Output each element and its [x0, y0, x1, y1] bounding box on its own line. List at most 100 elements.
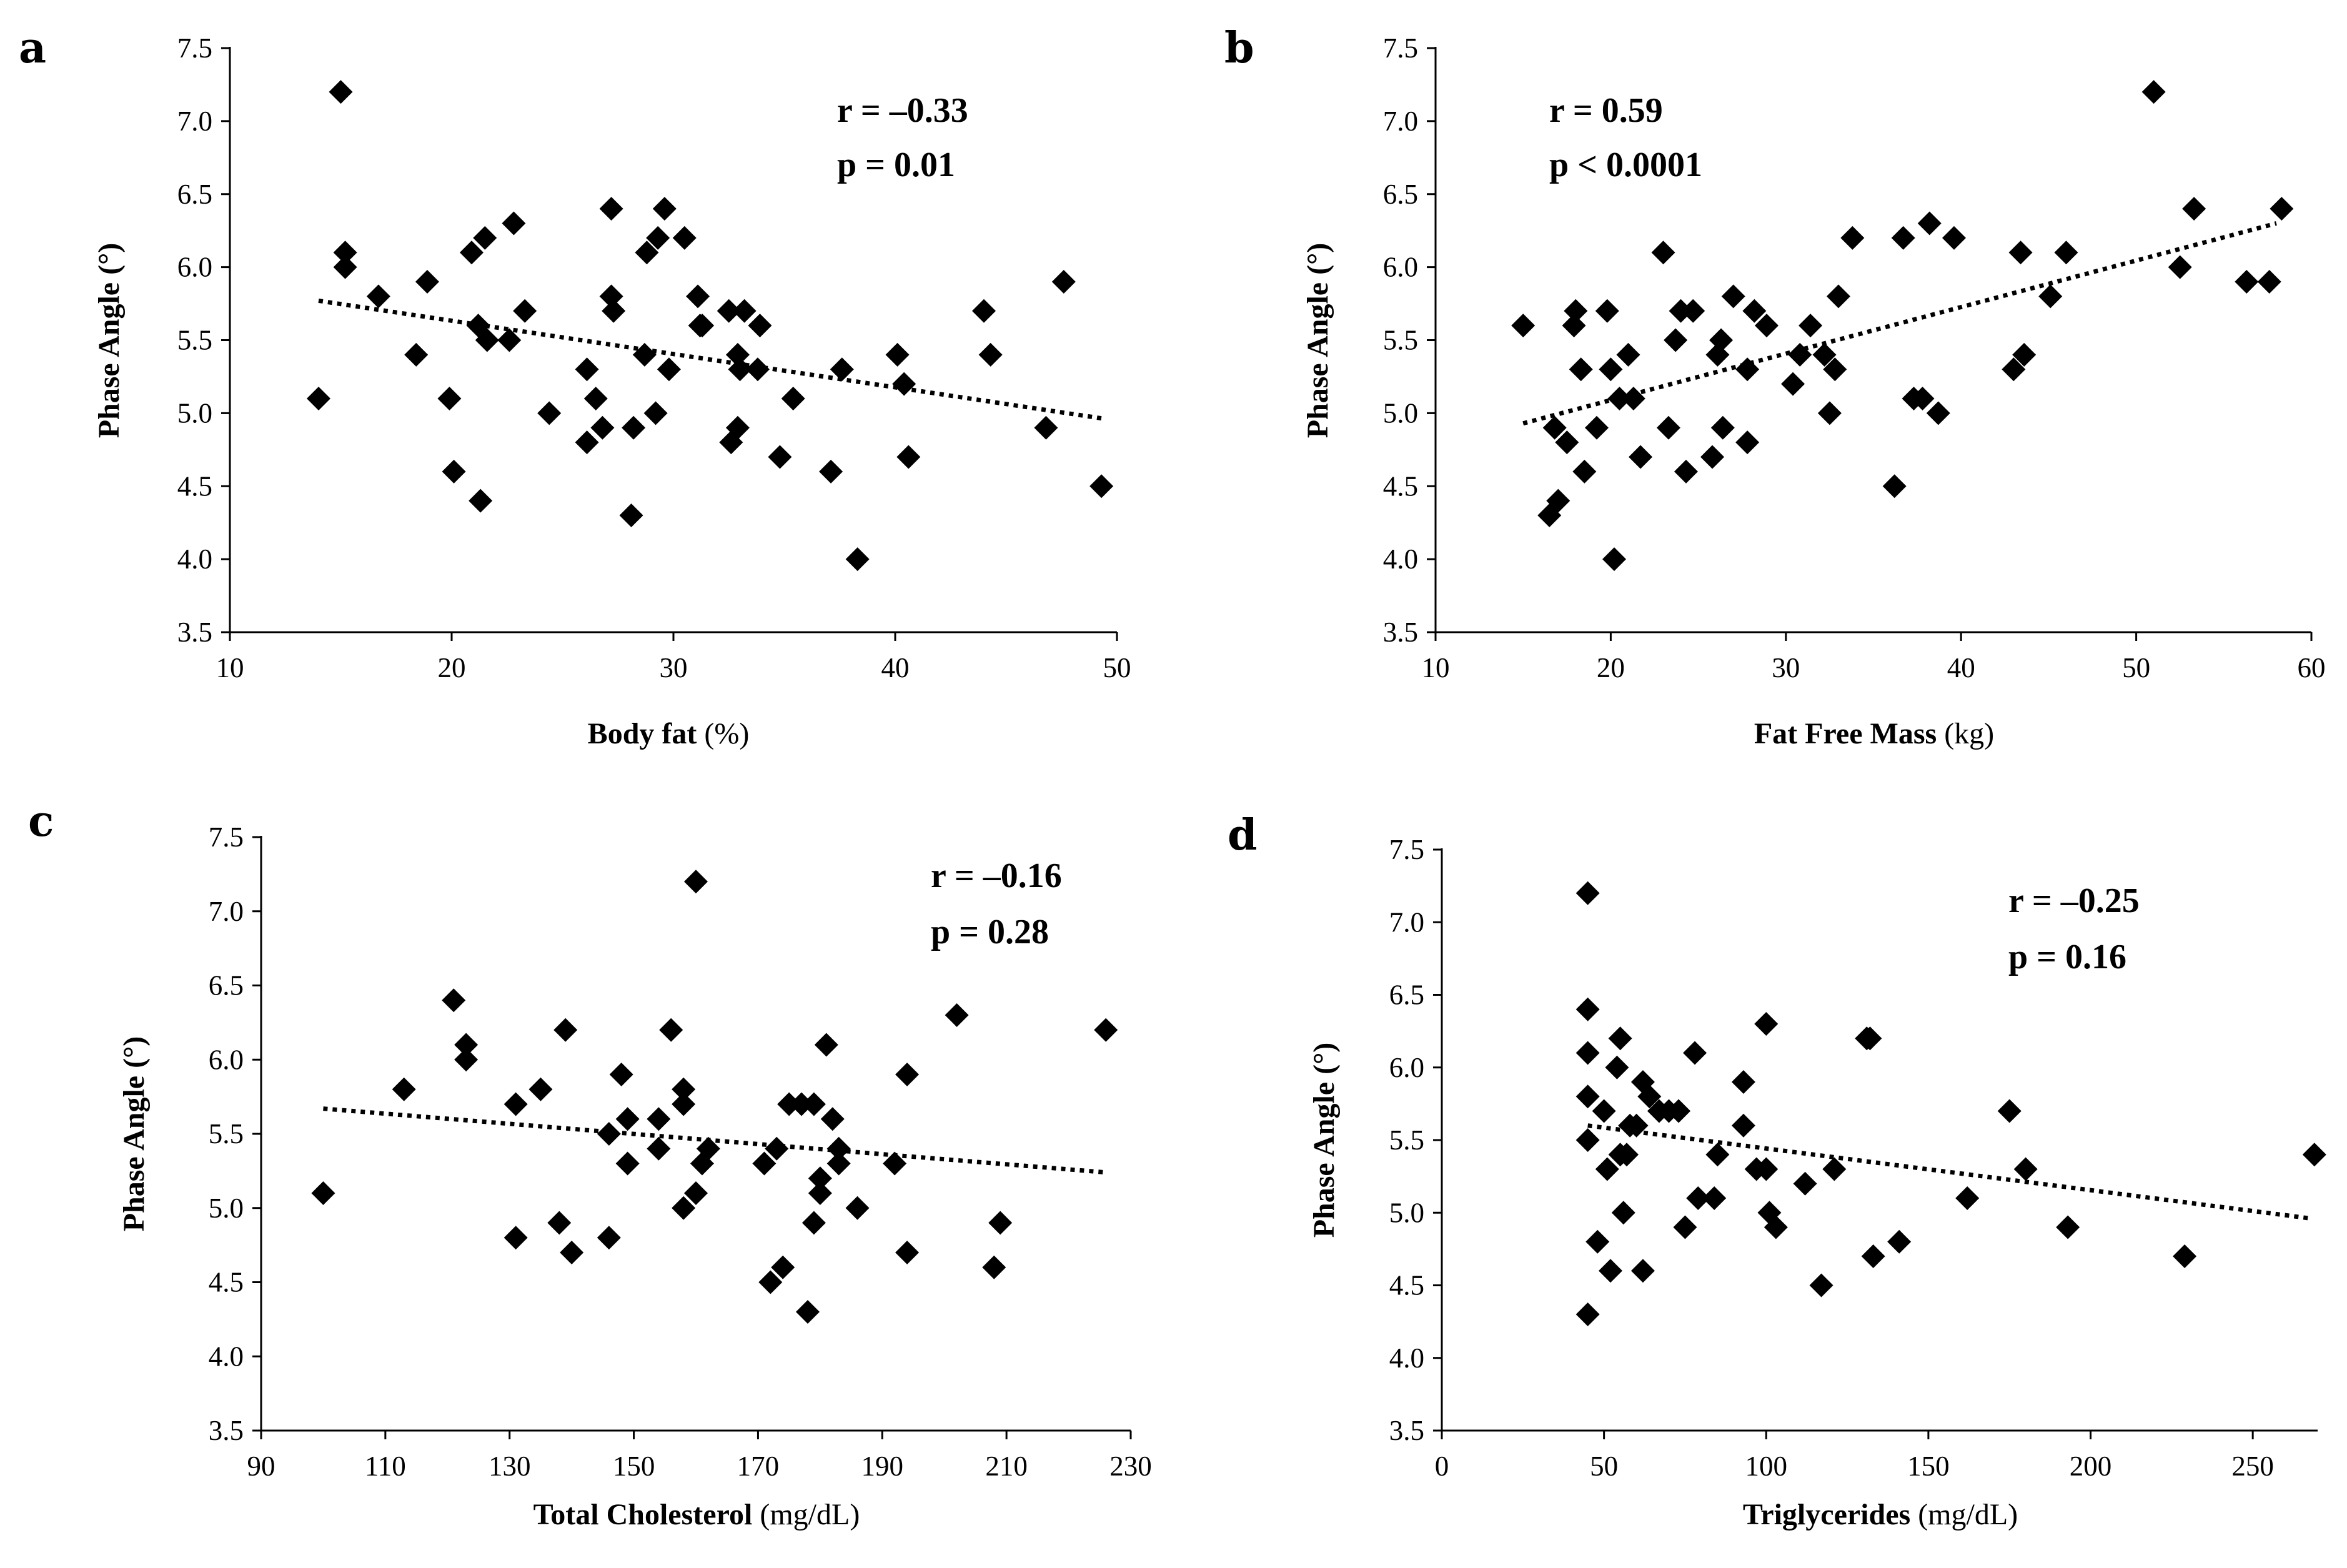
- y-tick-label: 6.5: [1383, 179, 1418, 210]
- data-point: [1599, 357, 1623, 382]
- data-point: [1882, 474, 1907, 499]
- data-point: [845, 547, 870, 572]
- x-axis-title: Fat Free Mass (kg): [1754, 717, 1994, 750]
- data-point: [808, 1181, 832, 1205]
- x-tick-label: 40: [881, 652, 910, 683]
- data-point: [1575, 1128, 1600, 1152]
- data-point: [1651, 241, 1675, 265]
- data-point: [2054, 241, 2078, 265]
- data-point: [497, 328, 522, 352]
- y-tick-label: 6.5: [209, 970, 244, 1001]
- data-point: [1575, 881, 1600, 905]
- data-point: [686, 284, 710, 309]
- data-point: [333, 241, 357, 265]
- data-point: [415, 270, 439, 294]
- data-point: [1788, 342, 1812, 367]
- data-point: [1575, 997, 1600, 1021]
- data-point: [1709, 328, 1734, 352]
- data-point: [1669, 299, 1693, 323]
- data-point: [1562, 314, 1586, 338]
- data-point: [1817, 401, 1842, 425]
- correlation-r: r = 0.59: [1549, 91, 1663, 130]
- data-point: [752, 1151, 777, 1176]
- data-point: [768, 445, 792, 469]
- y-tick-label: 7.5: [1383, 32, 1418, 64]
- data-point: [333, 255, 357, 279]
- x-axis-label: Body fat: [588, 717, 697, 750]
- data-point: [790, 1092, 814, 1116]
- data-point: [1624, 1113, 1649, 1138]
- y-tick-label: 4.5: [209, 1267, 244, 1298]
- chart-panel-c: c 3.5 4.0 4.5 5.0 5.5 6.0 6.5 7.0 7.5 90 110 130 150 1…: [28, 796, 1152, 1531]
- data-point: [1564, 299, 1588, 323]
- data-point: [758, 1270, 783, 1294]
- x-tick-label: 0: [1435, 1451, 1449, 1482]
- data-point: [2168, 255, 2192, 279]
- data-point: [560, 1241, 584, 1264]
- data-point: [1742, 299, 1767, 323]
- data-point: [2012, 342, 2037, 367]
- y-tick-label: 3.5: [177, 617, 212, 648]
- p-value: p = 0.28: [931, 913, 1049, 951]
- panel-letter: a: [19, 23, 46, 73]
- y-tick-label: 3.5: [1383, 617, 1418, 648]
- data-point: [1705, 1143, 1730, 1167]
- data-point: [2235, 270, 2259, 294]
- data-point: [672, 1196, 696, 1220]
- data-point: [1861, 1244, 1885, 1268]
- data-point: [647, 1136, 671, 1161]
- data-point: [1891, 226, 1915, 250]
- data-point: [615, 1107, 640, 1131]
- data-point: [725, 415, 750, 440]
- x-tick-label: 110: [365, 1451, 406, 1482]
- y-tick-label: 4.0: [177, 543, 212, 575]
- data-point: [1754, 314, 1779, 338]
- data-point: [728, 357, 752, 382]
- data-point: [1089, 474, 1114, 499]
- data-point: [2141, 80, 2166, 104]
- y-tick-label: 3.5: [209, 1415, 244, 1446]
- data-point: [781, 387, 805, 410]
- data-point: [311, 1181, 335, 1205]
- y-tick-label: 6.0: [177, 252, 212, 283]
- x-axis-unit: (mg/dL): [752, 1498, 860, 1531]
- data-point: [597, 1226, 621, 1250]
- data-point: [329, 80, 353, 104]
- data-point: [895, 1063, 920, 1086]
- data-point: [437, 387, 462, 410]
- data-point: [1584, 415, 1609, 440]
- data-point: [808, 1166, 832, 1191]
- data-point: [2038, 284, 2063, 309]
- x-axis-title: Triglycerides (mg/dL): [1743, 1498, 2018, 1531]
- y-tick-label: 7.5: [177, 32, 212, 64]
- data-point: [475, 328, 499, 352]
- data-point: [504, 1226, 528, 1250]
- data-point: [597, 1122, 621, 1146]
- data-point: [643, 401, 668, 425]
- x-tick-label: 50: [1590, 1451, 1618, 1482]
- data-point: [1826, 284, 1850, 309]
- data-point: [801, 1092, 826, 1116]
- data-point: [1621, 387, 1645, 410]
- data-point: [1637, 1084, 1662, 1109]
- data-point: [1546, 489, 1570, 513]
- data-point: [575, 430, 599, 455]
- y-tick-label: 7.0: [1383, 106, 1418, 137]
- data-point: [1754, 1157, 1779, 1181]
- data-point: [1656, 415, 1680, 440]
- data-point: [442, 988, 466, 1013]
- data-point: [2182, 197, 2206, 221]
- data-point: [454, 1048, 479, 1072]
- data-point: [672, 1092, 696, 1116]
- y-tick-label: 4.0: [209, 1341, 244, 1372]
- data-point: [1731, 1070, 1755, 1094]
- data-point: [1858, 1026, 1882, 1051]
- x-axis-label: Triglycerides: [1743, 1498, 1910, 1531]
- data-point: [814, 1033, 838, 1057]
- data-point: [982, 1255, 1006, 1279]
- data-point: [366, 284, 390, 309]
- data-point: [469, 489, 493, 513]
- data-point: [1686, 1186, 1710, 1210]
- data-point: [504, 1092, 528, 1116]
- data-point: [732, 299, 757, 323]
